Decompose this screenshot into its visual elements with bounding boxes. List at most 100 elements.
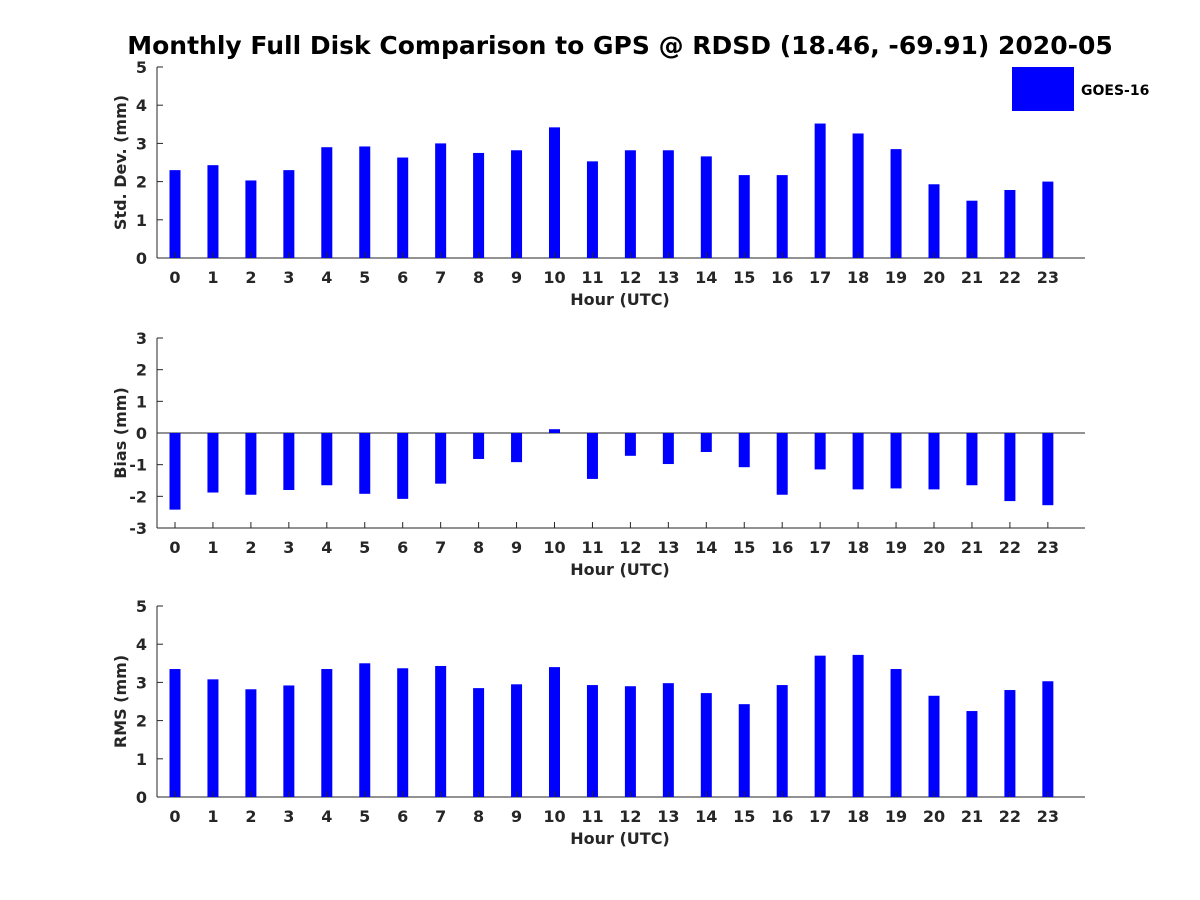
bias-mm-bar-20 — [928, 433, 940, 490]
rms-mm-y-tick-label: 1 — [136, 750, 147, 769]
std-dev-mm-x-tick-label: 12 — [619, 268, 641, 287]
rms-mm-x-tick-label: 22 — [999, 807, 1021, 826]
bias-mm-y-tick-label: -1 — [129, 456, 147, 475]
rms-mm-x-tick-label: 1 — [207, 807, 218, 826]
bias-mm-x-tick-label: 1 — [207, 538, 218, 557]
std-dev-mm-y-tick-label: 2 — [136, 173, 147, 192]
std-dev-mm-bar-1 — [207, 165, 219, 258]
rms-mm-x-tick-label: 15 — [733, 807, 755, 826]
std-dev-mm-x-axis-label: Hour (UTC) — [570, 290, 670, 309]
rms-mm-x-tick-label: 2 — [245, 807, 256, 826]
std-dev-mm-bar-4 — [321, 147, 333, 258]
bias-mm-bar-17 — [814, 433, 826, 470]
rms-mm-bar-11 — [586, 685, 598, 797]
bias-mm-bar-10 — [549, 429, 560, 433]
chart-title: Monthly Full Disk Comparison to GPS @ RD… — [127, 31, 1113, 60]
bias-mm-x-tick-label: 3 — [283, 538, 294, 557]
bias-mm-x-axis-label: Hour (UTC) — [570, 560, 670, 579]
std-dev-mm-x-tick-label: 23 — [1037, 268, 1059, 287]
rms-mm-x-tick-label: 6 — [397, 807, 408, 826]
std-dev-mm-bar-16 — [776, 175, 788, 258]
std-dev-mm-x-tick-label: 19 — [885, 268, 907, 287]
bias-mm-bar-21 — [966, 433, 978, 486]
std-dev-mm-bar-6 — [397, 157, 409, 258]
std-dev-mm-bar-22 — [1004, 190, 1016, 258]
rms-mm-y-tick-label: 4 — [136, 635, 147, 654]
rms-mm-bar-22 — [1004, 690, 1016, 797]
std-dev-mm-y-tick-label: 0 — [136, 249, 147, 268]
std-dev-mm-x-tick-label: 10 — [543, 268, 565, 287]
rms-mm-x-tick-label: 18 — [847, 807, 869, 826]
std-dev-mm-bar-10 — [549, 127, 560, 258]
bias-mm-bar-9 — [511, 433, 523, 463]
std-dev-mm-bar-17 — [814, 123, 826, 258]
bias-mm-x-tick-label: 0 — [169, 538, 180, 557]
bias-mm-x-tick-label: 18 — [847, 538, 869, 557]
std-dev-mm-bar-7 — [435, 143, 447, 258]
bias-mm-x-tick-label: 13 — [657, 538, 679, 557]
rms-mm-bar-9 — [511, 684, 523, 797]
bias-mm-bar-8 — [473, 433, 485, 459]
bias-mm-x-tick-label: 14 — [695, 538, 717, 557]
bias-mm-y-tick-label: -3 — [129, 519, 147, 538]
std-dev-mm-bar-5 — [359, 146, 371, 258]
std-dev-mm-x-tick-label: 1 — [207, 268, 218, 287]
std-dev-mm-bar-12 — [624, 150, 636, 258]
rms-mm-bar-14 — [700, 693, 712, 797]
bias-mm-y-tick-label: 1 — [136, 392, 147, 411]
rms-mm-x-tick-label: 7 — [435, 807, 446, 826]
bias-mm-bar-12 — [624, 433, 636, 456]
rms-mm-bar-16 — [776, 685, 788, 797]
std-dev-mm-x-tick-label: 8 — [473, 268, 484, 287]
rms-mm-x-tick-label: 16 — [771, 807, 793, 826]
std-dev-mm-x-tick-label: 20 — [923, 268, 945, 287]
rms-mm-x-tick-label: 9 — [511, 807, 522, 826]
bias-mm-bar-18 — [852, 433, 864, 490]
bias-mm-x-tick-label: 9 — [511, 538, 522, 557]
std-dev-mm-bar-3 — [283, 170, 295, 258]
rms-mm-bar-4 — [321, 669, 333, 797]
rms-mm-bar-21 — [966, 711, 978, 797]
bias-mm-bar-23 — [1042, 433, 1054, 506]
std-dev-mm-x-tick-label: 11 — [581, 268, 603, 287]
bias-mm-bar-19 — [890, 433, 902, 489]
rms-mm-x-tick-label: 21 — [961, 807, 983, 826]
bias-mm-x-tick-label: 11 — [581, 538, 603, 557]
bias-mm-x-tick-label: 19 — [885, 538, 907, 557]
rms-mm-bar-12 — [624, 686, 636, 797]
rms-mm-x-tick-label: 12 — [619, 807, 641, 826]
rms-mm-x-tick-label: 20 — [923, 807, 945, 826]
bias-mm-x-tick-label: 2 — [245, 538, 256, 557]
rms-mm-x-tick-label: 3 — [283, 807, 294, 826]
bias-mm-x-tick-label: 15 — [733, 538, 755, 557]
rms-mm-bar-5 — [359, 663, 371, 797]
bias-mm-bar-3 — [283, 433, 295, 490]
legend: GOES-16 — [1012, 67, 1149, 111]
rms-mm-y-axis-label: RMS (mm) — [111, 655, 130, 748]
bias-mm-x-tick-label: 23 — [1037, 538, 1059, 557]
rms-mm-bar-7 — [435, 665, 447, 797]
std-dev-mm-x-tick-label: 2 — [245, 268, 256, 287]
std-dev-mm-x-tick-label: 9 — [511, 268, 522, 287]
std-dev-mm-y-tick-label: 4 — [136, 96, 147, 115]
std-dev-mm-bar-18 — [852, 133, 864, 258]
bias-mm-bar-13 — [662, 433, 674, 465]
std-dev-mm-bar-14 — [700, 156, 712, 258]
rms-mm-y-tick-label: 2 — [136, 712, 147, 731]
bias-mm-bar-15 — [738, 433, 750, 468]
rms-mm-bar-10 — [549, 667, 560, 797]
rms-mm-x-tick-label: 0 — [169, 807, 180, 826]
bias-mm-bar-22 — [1004, 433, 1016, 502]
bias-mm-bar-0 — [169, 433, 181, 510]
std-dev-mm-bar-19 — [890, 149, 902, 258]
rms-mm-bar-17 — [814, 655, 826, 797]
legend-label: GOES-16 — [1081, 83, 1149, 99]
std-dev-mm-x-tick-label: 14 — [695, 268, 717, 287]
rms-mm-bar-20 — [928, 695, 940, 797]
rms-mm-y-tick-label: 3 — [136, 673, 147, 692]
std-dev-mm-x-tick-label: 0 — [169, 268, 180, 287]
bias-mm-bar-14 — [700, 433, 712, 452]
rms-mm-bar-2 — [245, 689, 257, 797]
